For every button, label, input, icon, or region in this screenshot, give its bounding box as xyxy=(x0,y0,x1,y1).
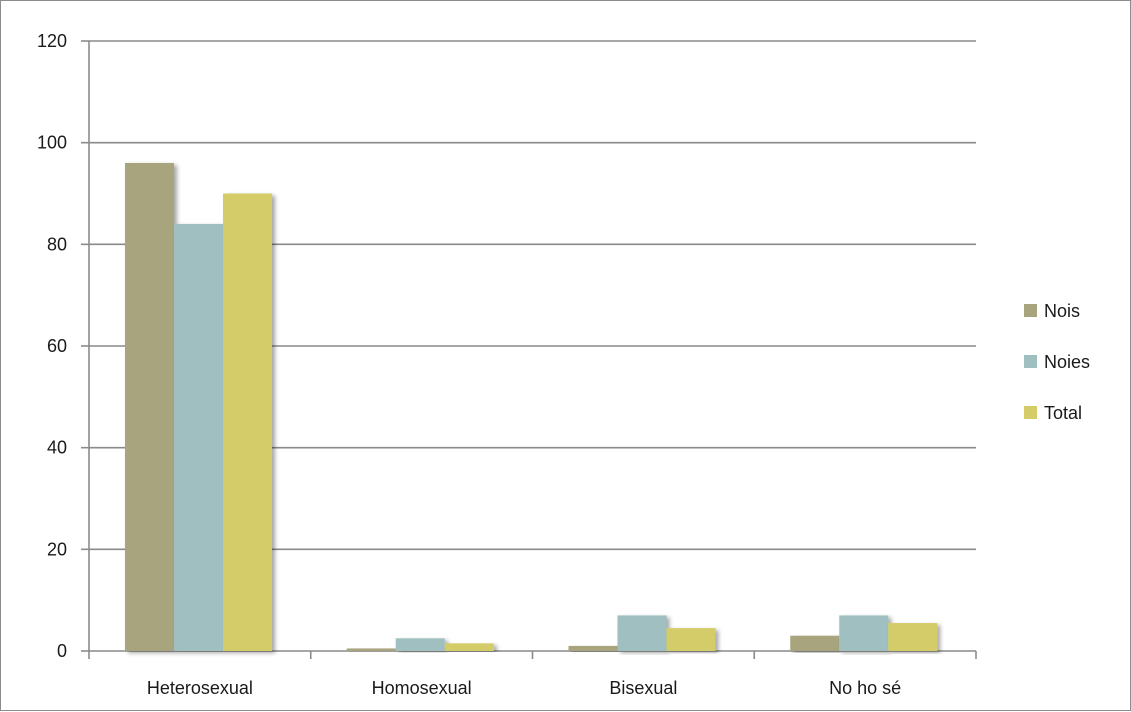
bar-nois-4 xyxy=(790,635,840,651)
legend-label-noies: Noies xyxy=(1044,352,1090,372)
bar-nois-1 xyxy=(125,163,174,651)
bar-noies-4 xyxy=(839,615,889,651)
bars xyxy=(125,163,938,651)
y-tick-label: 80 xyxy=(47,234,67,254)
bar-noies-3 xyxy=(617,615,667,651)
y-tick-label: 40 xyxy=(47,438,67,458)
x-tick-label: No ho sé xyxy=(829,678,901,698)
bar-total-4 xyxy=(888,623,938,651)
legend: Nois Noies Total xyxy=(1024,301,1090,423)
legend-swatch-nois xyxy=(1024,304,1037,317)
bar-noies-2 xyxy=(395,638,445,651)
bar-nois-3 xyxy=(568,645,618,651)
y-tick-label: 120 xyxy=(37,31,67,51)
legend-swatch-noies xyxy=(1024,355,1037,368)
bar-noies-1 xyxy=(174,224,223,651)
bar-total-2 xyxy=(444,643,494,651)
legend-label-nois: Nois xyxy=(1044,301,1080,321)
bar-total-1 xyxy=(223,193,272,651)
bar-nois-2 xyxy=(346,648,396,651)
legend-label-total: Total xyxy=(1044,403,1082,423)
y-tick-label: 20 xyxy=(47,539,67,559)
bar-total-3 xyxy=(666,628,716,651)
x-tick-label: Homosexual xyxy=(372,678,472,698)
y-tick-label: 0 xyxy=(57,641,67,661)
x-tick-label: Bisexual xyxy=(609,678,677,698)
tick-labels: 0 20 40 60 80 100 120 Heterosexual Homosexual Bis… xyxy=(37,31,901,698)
y-tick-label: 100 xyxy=(37,133,67,153)
legend-swatch-total xyxy=(1024,406,1037,419)
x-tick-label: Heterosexual xyxy=(147,678,253,698)
y-tick-label: 60 xyxy=(47,336,67,356)
